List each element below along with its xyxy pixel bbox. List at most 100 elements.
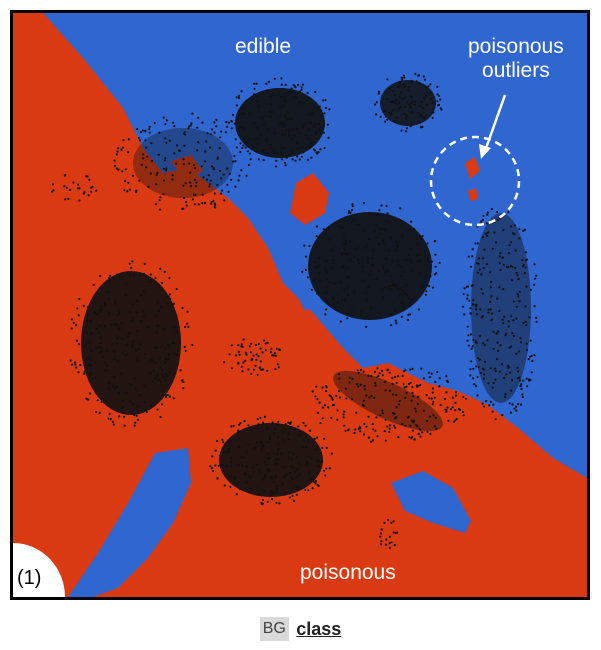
sample-point bbox=[512, 334, 515, 338]
sample-point bbox=[522, 379, 525, 382]
sample-point bbox=[189, 185, 193, 188]
sample-point bbox=[98, 324, 101, 327]
sample-point bbox=[393, 412, 396, 415]
sample-point bbox=[104, 304, 107, 307]
sample-point bbox=[410, 80, 413, 84]
sample-point bbox=[399, 91, 402, 94]
sample-point bbox=[373, 370, 377, 373]
sample-point bbox=[470, 284, 473, 287]
sample-point bbox=[118, 310, 121, 313]
sample-point bbox=[391, 377, 394, 380]
sample-point bbox=[466, 325, 469, 328]
sample-point bbox=[472, 367, 475, 370]
sample-point bbox=[128, 400, 132, 403]
sample-point bbox=[392, 531, 395, 534]
sample-point bbox=[74, 363, 77, 366]
sample-point bbox=[507, 252, 511, 255]
sample-point bbox=[164, 372, 167, 375]
sample-point bbox=[196, 149, 199, 152]
sample-point bbox=[438, 377, 441, 380]
sample-point bbox=[423, 285, 426, 288]
sample-point bbox=[374, 384, 377, 387]
sample-point bbox=[476, 376, 479, 379]
sample-point bbox=[512, 319, 515, 322]
sample-point bbox=[367, 374, 370, 377]
sample-point bbox=[267, 441, 270, 444]
sample-point bbox=[501, 414, 504, 417]
sample-point bbox=[363, 229, 366, 232]
sample-point bbox=[281, 129, 284, 133]
sample-point bbox=[524, 251, 527, 254]
sample-point bbox=[298, 100, 301, 104]
sample-point bbox=[511, 232, 515, 235]
cluster-bottom bbox=[219, 423, 323, 497]
sample-point bbox=[136, 408, 139, 411]
sample-point bbox=[311, 390, 314, 393]
sample-point bbox=[375, 101, 378, 104]
sample-point bbox=[228, 353, 231, 356]
sample-point bbox=[501, 318, 504, 321]
sample-point bbox=[502, 263, 505, 266]
sample-point bbox=[483, 344, 487, 347]
sample-point bbox=[228, 172, 231, 175]
sample-point bbox=[98, 331, 101, 334]
sample-point bbox=[331, 396, 334, 400]
sample-point bbox=[123, 424, 126, 427]
sample-point bbox=[171, 174, 174, 177]
sample-point bbox=[214, 206, 217, 209]
sample-point bbox=[171, 178, 174, 181]
sample-point bbox=[361, 270, 364, 273]
bg-toggle[interactable]: BG bbox=[259, 617, 289, 641]
sample-point bbox=[122, 139, 125, 142]
sample-point bbox=[526, 385, 529, 388]
sample-point bbox=[418, 121, 421, 124]
sample-point bbox=[407, 382, 411, 386]
sample-point bbox=[521, 395, 524, 399]
sample-point bbox=[434, 416, 437, 419]
sample-point bbox=[466, 339, 469, 342]
sample-point bbox=[219, 136, 222, 139]
sample-point bbox=[247, 368, 250, 371]
sample-point bbox=[377, 269, 380, 272]
sample-point bbox=[162, 327, 165, 330]
sample-point bbox=[240, 365, 243, 368]
sample-point bbox=[364, 291, 367, 294]
sample-point bbox=[284, 83, 287, 86]
sample-point bbox=[385, 257, 388, 260]
sample-point bbox=[166, 374, 169, 377]
sample-point bbox=[514, 266, 517, 270]
sample-point bbox=[314, 266, 317, 269]
sample-point bbox=[281, 133, 284, 136]
sample-point bbox=[350, 397, 353, 401]
sample-point bbox=[529, 339, 532, 342]
sample-point bbox=[239, 487, 242, 490]
sample-point bbox=[284, 128, 287, 131]
sample-point bbox=[137, 418, 140, 421]
sample-point bbox=[272, 354, 275, 357]
sample-point bbox=[396, 287, 399, 290]
sample-point bbox=[390, 324, 393, 327]
outliers-label-line1: poisonous bbox=[468, 35, 564, 58]
sample-point bbox=[466, 297, 469, 300]
sample-point bbox=[182, 387, 185, 390]
sample-point bbox=[399, 275, 402, 278]
sample-point bbox=[312, 475, 315, 478]
sample-point bbox=[394, 426, 397, 429]
sample-point bbox=[242, 361, 245, 364]
sample-point bbox=[352, 291, 355, 295]
sample-point bbox=[241, 107, 244, 110]
sample-point bbox=[519, 384, 522, 387]
sample-point bbox=[106, 369, 109, 372]
sample-point bbox=[258, 468, 261, 471]
class-link[interactable]: class bbox=[296, 618, 342, 639]
sample-point bbox=[476, 313, 479, 316]
sample-point bbox=[413, 438, 416, 441]
sample-point bbox=[283, 133, 286, 136]
sample-point bbox=[189, 171, 192, 174]
sample-point bbox=[410, 269, 413, 272]
sample-point bbox=[240, 456, 244, 459]
sample-point bbox=[159, 366, 162, 369]
sample-point bbox=[402, 383, 405, 386]
sample-point bbox=[275, 458, 278, 461]
sample-point bbox=[425, 85, 428, 89]
